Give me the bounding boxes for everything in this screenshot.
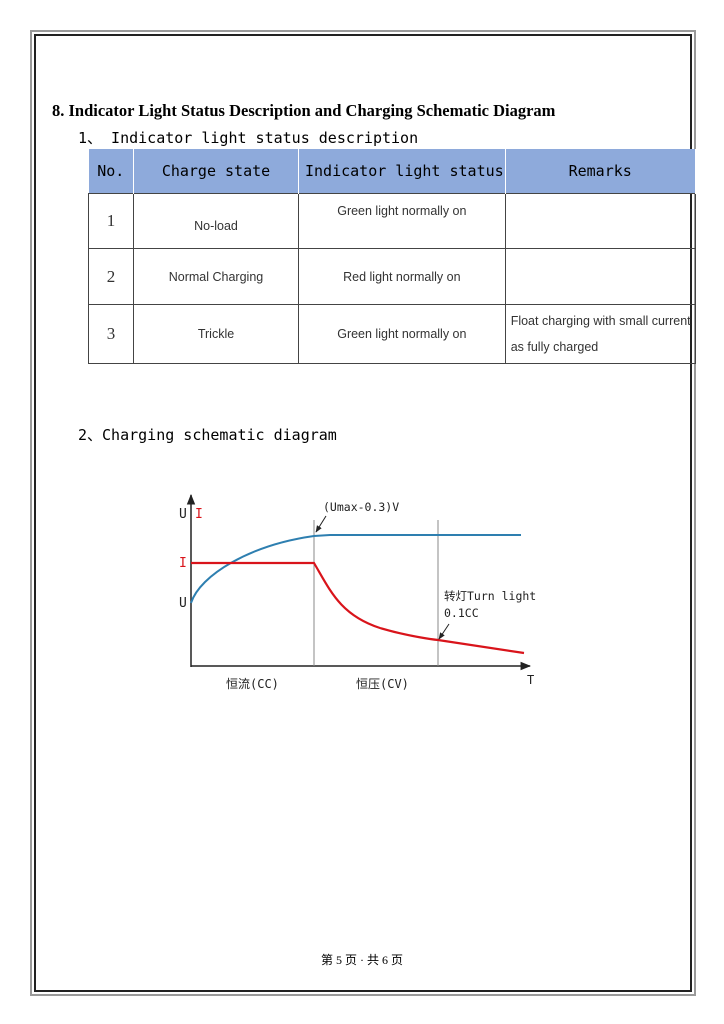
turn-light-annotation: 转灯Turn light	[444, 589, 536, 603]
cell-remarks	[504, 248, 696, 305]
voltage-annotation: (Umax-0.3)V	[323, 500, 399, 514]
phase-cv-label: 恒压(CV)	[356, 677, 409, 691]
header-charge-state: Charge state	[133, 149, 299, 194]
subsection-diagram-title: 2、Charging schematic diagram	[78, 426, 337, 444]
cell-state: Trickle	[133, 304, 299, 364]
header-indicator-status: Indicator light status	[298, 149, 506, 194]
phase-cc-label: 恒流(CC)	[226, 677, 279, 691]
cell-remarks	[504, 193, 696, 249]
cell-status: Green light normally on	[298, 304, 506, 364]
header-no: No.	[88, 149, 134, 194]
page-border-inner	[34, 34, 692, 992]
cell-status: Red light normally on	[298, 248, 506, 305]
subsection-indicator-title: 1、 Indicator light status description	[78, 129, 419, 147]
turn-light-annotation-arrow	[438, 623, 450, 640]
tick-i: I	[179, 556, 187, 571]
cell-remarks: Float charging with small current as ful…	[504, 304, 696, 364]
section-title: 8. Indicator Light Status Description an…	[52, 101, 556, 120]
table-header-row: No. Charge state Indicator light status …	[88, 149, 696, 194]
cell-no: 3	[88, 304, 134, 364]
cell-state: Normal Charging	[133, 248, 299, 305]
page-footer: 第 5 页 · 共 6 页	[321, 953, 403, 967]
x-label-t: T	[527, 673, 534, 687]
page-border-outer	[30, 30, 696, 996]
indicator-status-table: No. Charge state Indicator light status …	[88, 149, 696, 364]
header-remarks: Remarks	[505, 149, 696, 194]
cell-state: No-load	[133, 193, 299, 249]
voltage-annotation-arrow	[315, 515, 327, 533]
current-curve	[191, 561, 525, 655]
tick-u: U	[179, 596, 187, 611]
y-label-i: I	[195, 507, 203, 522]
current-annotation: 0.1CC	[444, 606, 479, 620]
y-label-u: U	[179, 507, 187, 522]
table-row: 3 Trickle Green light normally on Float …	[88, 304, 696, 364]
voltage-curve	[190, 534, 521, 604]
table-row: 2 Normal Charging Red light normally on	[88, 248, 696, 305]
